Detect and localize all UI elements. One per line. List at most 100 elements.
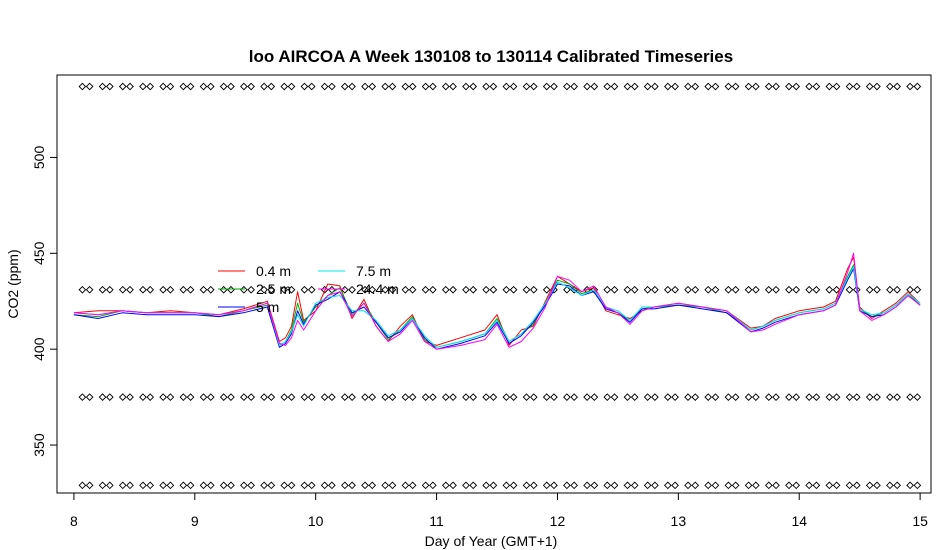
reference-marker-row2 (684, 285, 692, 294)
reference-marker-row3 (105, 393, 114, 401)
reference-marker-row1 (85, 82, 94, 91)
reference-marker-row4 (663, 481, 672, 490)
reference-marker-row4 (401, 481, 410, 490)
reference-marker-row1 (502, 82, 511, 91)
reference-marker-row4 (744, 481, 753, 490)
reference-marker-row1 (489, 82, 498, 91)
reference-marker-row2 (509, 285, 518, 294)
reference-marker-row4 (893, 481, 901, 490)
x-tick-label: 8 (70, 513, 78, 529)
reference-marker-row1 (340, 82, 349, 91)
reference-marker-row1 (227, 82, 235, 91)
reference-marker-row2 (118, 285, 127, 294)
reference-marker-row3 (340, 393, 349, 401)
reference-marker-row4 (906, 481, 914, 490)
reference-marker-row2 (563, 285, 571, 294)
reference-marker-row4 (825, 481, 834, 490)
reference-marker-row3 (126, 393, 134, 401)
reference-marker-row4 (199, 481, 208, 490)
reference-marker-row3 (328, 393, 336, 401)
reference-marker-row3 (179, 393, 188, 401)
y-tick-label: 350 (31, 433, 47, 457)
reference-marker-row2 (542, 285, 551, 294)
reference-marker-row1 (280, 82, 289, 91)
reference-marker-row3 (792, 393, 801, 401)
reference-marker-row3 (240, 393, 248, 401)
reference-marker-row1 (166, 82, 175, 91)
reference-marker-row2 (247, 285, 255, 294)
reference-marker-row3 (744, 393, 753, 401)
reference-marker-row2 (643, 285, 652, 294)
y-axis-label: CO2 (ppm) (5, 249, 21, 318)
legend: 0.4 m 2.5 m 5 m 7.5 m 24.4 m (218, 263, 399, 315)
reference-marker-row3 (684, 393, 692, 401)
reference-marker-row3 (603, 393, 612, 401)
reference-marker-row3 (663, 393, 672, 401)
reference-marker-row4 (522, 481, 531, 490)
reference-marker-row4 (563, 481, 571, 490)
reference-marker-row3 (388, 393, 397, 401)
reference-marker-row4 (724, 481, 733, 490)
reference-marker-row2 (785, 285, 793, 294)
reference-marker-row1 (590, 82, 599, 91)
reference-marker-row3 (550, 393, 558, 401)
reference-marker-row3 (852, 393, 861, 401)
reference-marker-row2 (886, 285, 894, 294)
reference-marker-row4 (845, 481, 854, 490)
y-tick-label: 500 (31, 146, 47, 170)
reference-marker-row1 (805, 82, 813, 91)
reference-marker-row2 (893, 285, 901, 294)
reference-marker-row1 (610, 82, 619, 91)
reference-marker-row1 (603, 82, 612, 91)
reference-marker-row1 (78, 82, 87, 91)
reference-marker-row4 (529, 481, 538, 490)
reference-marker-row2 (522, 285, 531, 294)
reference-marker-row3 (886, 393, 894, 401)
reference-marker-row2 (482, 285, 490, 294)
reference-marker-row3 (421, 393, 430, 401)
reference-marker-row4 (78, 481, 87, 490)
reference-marker-row1 (267, 82, 276, 91)
reference-marker-row3 (845, 393, 854, 401)
reference-marker-row1 (509, 82, 518, 91)
reference-marker-row4 (247, 481, 255, 490)
reference-marker-row4 (408, 481, 417, 490)
reference-marker-row3 (502, 393, 511, 401)
reference-marker-row1 (307, 82, 316, 91)
reference-marker-row4 (206, 481, 215, 490)
reference-marker-row1 (482, 82, 490, 91)
reference-marker-row4 (671, 481, 679, 490)
reference-marker-row4 (704, 481, 713, 490)
reference-marker-row3 (772, 393, 780, 401)
reference-marker-row3 (287, 393, 296, 401)
reference-marker-row1 (408, 82, 417, 91)
x-tick-label: 14 (791, 513, 807, 529)
reference-marker-row3 (643, 393, 652, 401)
reference-marker-row3 (186, 393, 195, 401)
reference-marker-row2 (78, 285, 87, 294)
legend-label-5: 24.4 m (356, 281, 399, 297)
reference-marker-row4 (85, 481, 94, 490)
reference-marker-row3 (610, 393, 619, 401)
reference-marker-row3 (401, 393, 410, 401)
reference-marker-row1 (469, 82, 478, 91)
reference-marker-row3 (146, 393, 155, 401)
reference-marker-row4 (361, 481, 369, 490)
reference-marker-row3 (651, 393, 659, 401)
reference-marker-row3 (724, 393, 733, 401)
reference-marker-row4 (340, 481, 349, 490)
reference-marker-row2 (85, 285, 94, 294)
reference-marker-row1 (873, 82, 881, 91)
reference-marker-row3 (906, 393, 914, 401)
reference-marker-row2 (623, 285, 632, 294)
reference-marker-row3 (570, 393, 578, 401)
reference-marker-row2 (651, 285, 659, 294)
reference-marker-row3 (78, 393, 87, 401)
reference-marker-row3 (139, 393, 147, 401)
reference-marker-row2 (489, 285, 498, 294)
series-line-5 (73, 252, 921, 350)
reference-marker-row1 (630, 82, 639, 91)
reference-marker-row4 (219, 481, 228, 490)
reference-marker-row3 (260, 393, 268, 401)
reference-marker-row4 (570, 481, 578, 490)
